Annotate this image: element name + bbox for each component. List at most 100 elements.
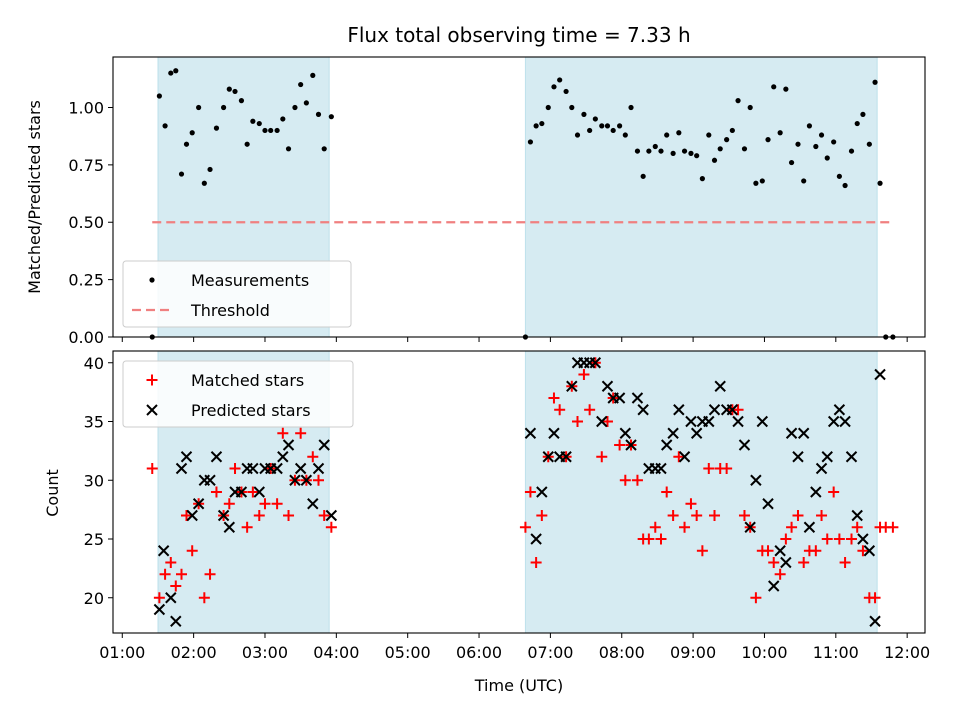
measurement-point bbox=[581, 111, 587, 117]
predicted-star-point bbox=[768, 580, 780, 592]
predicted-star-point bbox=[186, 509, 198, 522]
legend-label: Threshold bbox=[190, 301, 270, 320]
predicted-star-point bbox=[750, 474, 762, 486]
matched-star-point bbox=[792, 510, 804, 521]
y-tick-label: 0.00 bbox=[68, 328, 104, 347]
predicted-star-point bbox=[542, 451, 554, 463]
predicted-star-point bbox=[738, 439, 751, 451]
measurement-point bbox=[634, 148, 641, 154]
measurement-point bbox=[173, 68, 179, 74]
x-tick-label: 01:00 bbox=[99, 643, 145, 662]
measurement-point bbox=[156, 93, 162, 99]
matched-star-point bbox=[584, 404, 596, 416]
axes-frame bbox=[112, 56, 926, 338]
measurement-point bbox=[587, 127, 593, 134]
predicted-star-point bbox=[180, 451, 193, 463]
measurement-point bbox=[866, 141, 872, 147]
predicted-star-point bbox=[851, 509, 863, 522]
measurement-point bbox=[824, 155, 830, 161]
predicted-star-point bbox=[589, 357, 602, 369]
measurement-point bbox=[256, 120, 262, 127]
matched-star-point bbox=[655, 533, 667, 545]
predicted-star-point bbox=[294, 462, 307, 475]
predicted-star-point bbox=[815, 462, 828, 475]
matched-star-point bbox=[839, 557, 851, 568]
measurement-point bbox=[303, 100, 309, 106]
matched-star-point bbox=[786, 521, 798, 533]
predicted-star-point bbox=[548, 427, 560, 439]
legend-label: Predicted stars bbox=[191, 401, 311, 420]
ratio-panel: 0.00 0.25 0.50 0.75 1.00 Measurements Threshol… bbox=[68, 56, 926, 347]
matched-star-point bbox=[241, 521, 253, 533]
matched-star-point bbox=[685, 498, 697, 510]
measurement-point bbox=[664, 132, 670, 138]
predicted-star-point bbox=[530, 533, 542, 545]
measurement-point bbox=[741, 146, 748, 152]
matched-star-point bbox=[851, 521, 863, 533]
predicted-star-point bbox=[726, 404, 739, 416]
measurement-point bbox=[268, 127, 274, 134]
predicted-star-point bbox=[153, 603, 166, 616]
x-tick-label: 03:00 bbox=[242, 643, 288, 662]
predicted-star-point bbox=[714, 380, 726, 392]
measurement-point bbox=[274, 127, 280, 134]
legend-matched-marker bbox=[146, 374, 158, 386]
measurement-point bbox=[617, 123, 623, 129]
matched-star-point bbox=[229, 463, 241, 474]
measurement-point bbox=[310, 72, 316, 78]
matched-star-point bbox=[271, 498, 283, 510]
count-panel: 20 25 30 35 40 01:00 02:00 03:00 04:00 05:00 06:00… bbox=[84, 350, 930, 662]
x-tick-label: 04:00 bbox=[313, 643, 359, 662]
legend-measurement-marker bbox=[149, 277, 155, 283]
predicted-star-point bbox=[613, 392, 626, 404]
measurement-point bbox=[717, 146, 723, 152]
predicted-star-point bbox=[685, 415, 697, 428]
matched-star-point bbox=[536, 510, 548, 521]
measurement-point bbox=[806, 123, 813, 129]
measurement-point bbox=[795, 141, 801, 147]
predicted-star-point bbox=[325, 509, 338, 522]
legend-box bbox=[122, 260, 352, 328]
measurement-point bbox=[557, 77, 563, 83]
y-tick-label: 0.50 bbox=[68, 213, 104, 232]
measurement-point bbox=[285, 146, 292, 152]
predicted-star-point bbox=[277, 451, 289, 463]
predicted-star-point bbox=[625, 439, 637, 451]
matched-star-point bbox=[253, 510, 265, 521]
matched-star-point bbox=[649, 521, 661, 533]
matched-star-point bbox=[180, 510, 192, 521]
matched-star-point bbox=[204, 568, 216, 580]
y-tick-label: 0.25 bbox=[68, 271, 104, 290]
matched-star-point bbox=[810, 545, 822, 557]
x-tick-label: 02:00 bbox=[171, 643, 217, 662]
measurement-point bbox=[280, 116, 286, 122]
measurement-point bbox=[652, 143, 658, 150]
legend-label: Matched stars bbox=[191, 371, 304, 390]
measurement-point bbox=[168, 70, 174, 76]
measurement-point bbox=[854, 120, 860, 127]
measurement-point bbox=[292, 104, 298, 111]
predicted-star-point bbox=[660, 439, 673, 451]
predicted-star-point bbox=[596, 415, 608, 428]
predicted-star-point bbox=[307, 498, 319, 510]
predicted-star-point bbox=[774, 545, 786, 557]
predicted-star-point bbox=[204, 474, 216, 486]
matched-star-point bbox=[721, 463, 733, 474]
matched-star-point bbox=[614, 439, 626, 451]
measurement-point bbox=[818, 132, 825, 138]
measurement-point bbox=[860, 111, 866, 117]
measurement-point bbox=[711, 157, 718, 163]
predicted-star-point bbox=[678, 451, 691, 463]
measurement-point bbox=[545, 104, 551, 111]
matched-star-point bbox=[519, 521, 531, 533]
matched-star-point bbox=[170, 580, 182, 592]
measurement-point bbox=[694, 153, 700, 159]
measurement-point bbox=[328, 114, 334, 120]
matched-star-point bbox=[679, 521, 691, 533]
predicted-star-point bbox=[708, 404, 721, 416]
measurement-point bbox=[771, 84, 777, 90]
measurement-point bbox=[207, 166, 213, 173]
measurement-point bbox=[574, 132, 581, 138]
matched-star-point bbox=[703, 463, 715, 474]
measurement-point bbox=[183, 141, 190, 147]
